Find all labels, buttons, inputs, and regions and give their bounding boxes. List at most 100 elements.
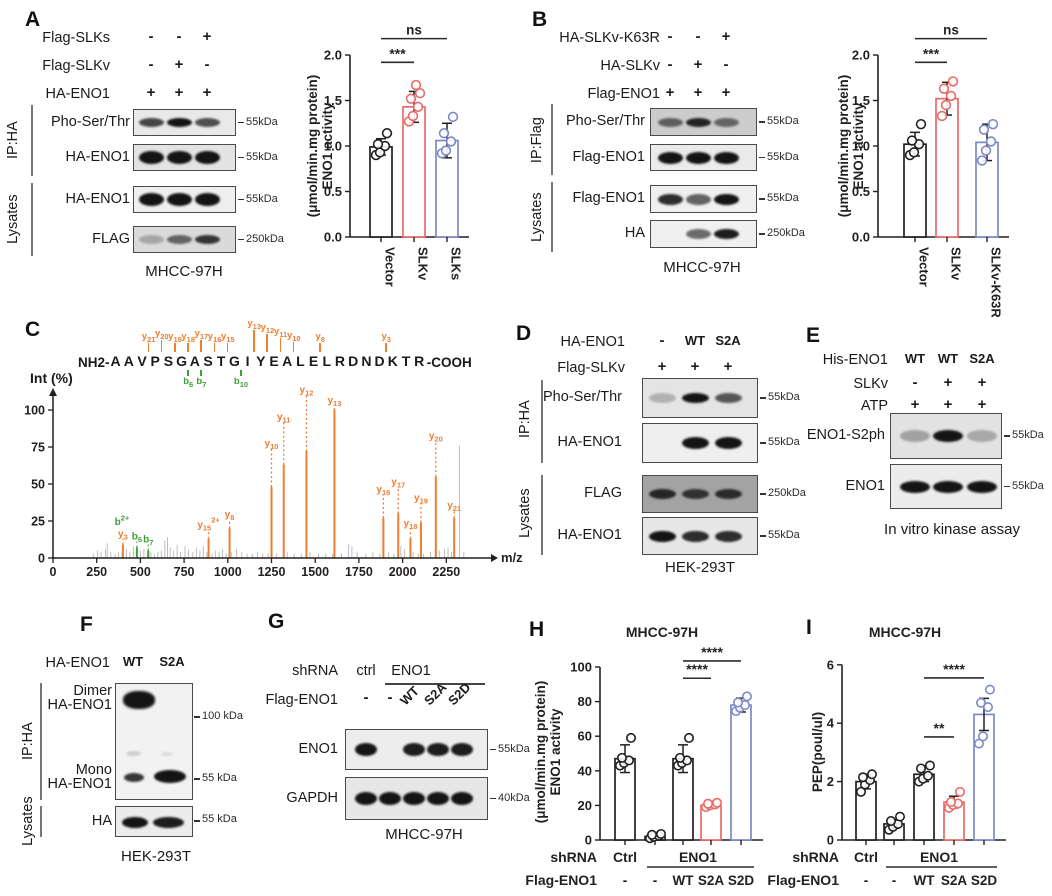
lane-symbol: + bbox=[202, 84, 212, 101]
panel-c-label: C bbox=[25, 318, 41, 341]
bar bbox=[855, 780, 877, 841]
group-line bbox=[551, 104, 553, 175]
marker-label: 55kDa bbox=[246, 192, 278, 205]
y-ion-label: y16 bbox=[207, 331, 222, 344]
marker-tick bbox=[238, 198, 244, 200]
group-label: IP:HA bbox=[19, 722, 36, 761]
data-point bbox=[614, 760, 625, 771]
data-point bbox=[973, 738, 984, 749]
marker-label: 250kDa bbox=[767, 227, 805, 239]
data-point bbox=[412, 101, 424, 113]
chart-title: MHCC-97H bbox=[869, 624, 941, 640]
shrna-group-label: ENO1 bbox=[679, 849, 717, 865]
data-point bbox=[672, 760, 683, 771]
protein-band bbox=[153, 817, 184, 828]
peptide-residue: D bbox=[348, 353, 359, 369]
panel-a-label: A bbox=[25, 8, 41, 31]
data-point bbox=[445, 136, 457, 147]
cell-line-label: HEK-293T bbox=[120, 848, 192, 865]
data-point bbox=[683, 732, 694, 743]
y-ion-label: y3 bbox=[381, 331, 391, 344]
y-axis-title: ENO1 activity bbox=[851, 102, 866, 190]
x-category-label: SLKs bbox=[449, 247, 464, 280]
data-point bbox=[945, 797, 956, 808]
marker-tick bbox=[760, 442, 766, 444]
spectrum-y-axis-title: Int (%) bbox=[30, 370, 73, 386]
data-point bbox=[681, 755, 692, 766]
peptide-residue: A bbox=[282, 353, 293, 369]
flag-row-value: S2A bbox=[698, 873, 725, 888]
y-ion-tick bbox=[147, 343, 150, 352]
protein-band bbox=[166, 235, 192, 244]
data-point bbox=[859, 779, 870, 790]
group-label: Lysates bbox=[19, 796, 36, 846]
blot-row-label: Pho-Ser/Thr bbox=[566, 113, 645, 129]
data-point bbox=[374, 147, 386, 158]
marker-tick bbox=[238, 156, 244, 158]
y-axis-title: (μmol/min.mg protein) bbox=[836, 75, 851, 218]
shrna-ctrl-label: Ctrl bbox=[613, 849, 637, 865]
y-tick-label: 100 bbox=[24, 404, 45, 418]
y-tick-label: 2 bbox=[827, 774, 834, 789]
blot-box bbox=[650, 108, 757, 136]
protein-band bbox=[124, 773, 144, 782]
ion-peak-label: y3 bbox=[118, 529, 128, 542]
data-point bbox=[954, 786, 965, 797]
cell-line-label: MHCC-97H bbox=[145, 263, 223, 280]
y-ion-label: y13 bbox=[247, 318, 261, 331]
protein-band bbox=[126, 751, 141, 756]
x-tick-label: 2250 bbox=[432, 565, 460, 579]
protein-band bbox=[933, 430, 963, 442]
marker-label: 55kDa bbox=[767, 150, 799, 163]
protein-band bbox=[648, 393, 676, 403]
protein-band bbox=[713, 229, 739, 239]
bar bbox=[943, 801, 965, 841]
protein-band bbox=[685, 151, 711, 164]
shrna-row-label: shRNA bbox=[292, 663, 338, 679]
b-ion-label: b7 bbox=[196, 376, 207, 389]
protein-band bbox=[154, 770, 186, 783]
lane-symbol: - bbox=[667, 28, 673, 45]
peptide-residue: R bbox=[414, 353, 425, 369]
bar bbox=[614, 757, 636, 841]
condition-label: HA-SLKv-K63R bbox=[559, 30, 660, 46]
peptide-residue: S bbox=[163, 353, 174, 369]
condition-label: Flag-SLKs bbox=[42, 30, 110, 46]
lane-symbol: + bbox=[174, 56, 184, 73]
data-point bbox=[866, 769, 877, 780]
peptide-residue: L bbox=[296, 353, 305, 369]
group-label: IP:HA bbox=[516, 400, 533, 439]
y-tick-label: 75 bbox=[31, 441, 45, 455]
marker-label: 55 kDa bbox=[202, 772, 237, 784]
condition-label: SLKv bbox=[853, 376, 888, 392]
group-label: IP:HA bbox=[4, 121, 21, 160]
y-ion-tick bbox=[292, 342, 295, 352]
blot-row-label: Dimer bbox=[73, 683, 112, 699]
ion-peak-label: y10 bbox=[265, 438, 279, 451]
data-point bbox=[982, 702, 993, 713]
y-tick-label: 2.0 bbox=[852, 48, 870, 63]
peptide-residue: D bbox=[374, 353, 385, 369]
group-line bbox=[40, 806, 42, 837]
data-point bbox=[734, 702, 745, 713]
x-tick-label: 250 bbox=[86, 565, 107, 579]
y-tick-label: 1.5 bbox=[852, 93, 870, 108]
marker-tick bbox=[490, 748, 496, 750]
shrna-row-label: shRNA bbox=[792, 849, 839, 865]
blot-row-label: HA-ENO1 bbox=[47, 697, 112, 713]
y-tick-label: 0.0 bbox=[852, 230, 870, 245]
y-axis-title: ENO1 activity bbox=[548, 708, 563, 796]
group-underline bbox=[385, 683, 485, 685]
peptide-residue: E bbox=[308, 353, 319, 369]
marker-label: 250kDa bbox=[246, 232, 284, 245]
blot-row-label: ENO1-S2ph bbox=[806, 427, 885, 443]
lane-symbol: S2A bbox=[715, 333, 741, 348]
y-ion-tick bbox=[319, 343, 321, 352]
lane-symbol: + bbox=[723, 358, 733, 375]
flag-row-label: Flag-ENO1 bbox=[767, 872, 839, 888]
blot-row-label: Flag-ENO1 bbox=[572, 190, 645, 206]
marker-tick bbox=[238, 238, 244, 240]
data-point bbox=[674, 752, 685, 763]
b-ion-label: b6 bbox=[183, 376, 194, 389]
flag-row-value: - bbox=[892, 873, 897, 888]
